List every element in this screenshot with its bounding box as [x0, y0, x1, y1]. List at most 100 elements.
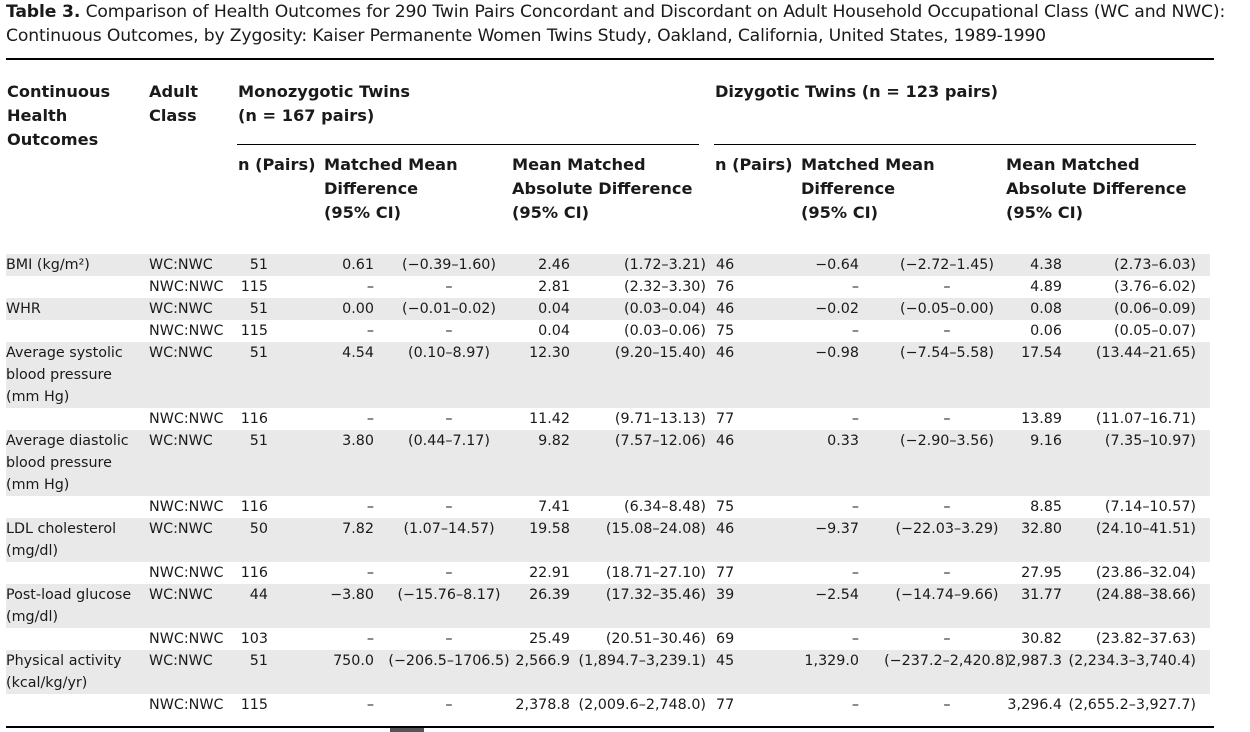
cell-mz-mmd-ci: –: [445, 411, 453, 427]
cell-mz-mmad: 2.46: [538, 257, 570, 273]
cell-outcome: Average systolic blood pressure (mm Hg): [6, 345, 123, 405]
header-mz-matched-mean-difference: Matched Mean Difference (95% CI): [324, 155, 458, 222]
cell-dz-mmad: 4.89: [1030, 279, 1062, 295]
cell-dz-mmad: 2,987.3: [1007, 653, 1062, 669]
cell-dz-n: 46: [716, 433, 735, 449]
caption-text: Comparison of Health Outcomes for 290 Tw…: [6, 2, 1226, 46]
header-outcome: Continuous Health Outcomes: [7, 82, 111, 149]
cell-mz-mmad: 0.04: [538, 323, 570, 339]
cell-mz-n: 115: [240, 323, 268, 339]
cell-dz-mmd-ci: (−2.72–1.45): [900, 257, 994, 273]
table-row: NWC:NWC 116 – – 22.91 (18.71–27.10) 77 – – 27.95 (…: [6, 562, 1210, 584]
cell-dz-mmad: 17.54: [1021, 345, 1062, 361]
cell-dz-mmd: –: [851, 499, 859, 515]
cell-dz-mmd: –: [851, 697, 859, 713]
cell-outcome: Physical activity (kcal/kg/yr): [6, 653, 122, 691]
cell-dz-mmd-ci: –: [943, 697, 951, 713]
cell-dz-mmd: –: [851, 631, 859, 647]
cell-mz-mmad-ci: (1.72–3.21): [624, 257, 706, 273]
cell-mz-mmd-ci: (1.07–14.57): [403, 521, 495, 537]
cell-dz-mmad: 0.08: [1030, 301, 1062, 317]
cell-mz-mmad-ci: (18.71–27.10): [605, 565, 706, 581]
cell-dz-mmad-ci: (13.44–21.65): [1095, 345, 1196, 361]
cell-dz-mmad: 31.77: [1021, 587, 1062, 603]
cell-dz-n: 46: [716, 301, 735, 317]
table-row: NWC:NWC 115 – – 2,378.8 (2,009.6–2,748.0) 77 – –…: [6, 694, 1210, 716]
cell-mz-mmad: 12.30: [529, 345, 570, 361]
cell-mz-mmad-ci: (0.03–0.04): [624, 301, 706, 317]
cell-dz-mmd: −2.54: [815, 587, 859, 603]
cell-mz-mmd: –: [366, 499, 374, 515]
cell-mz-mmd-ci: (−0.01–0.02): [402, 301, 496, 317]
table-row: Average systolic blood pressure (mm Hg) W…: [6, 342, 1210, 408]
table-caption: Table 3. Comparison of Health Outcomes f…: [6, 0, 1246, 48]
scroll-indicator: [390, 728, 424, 732]
cell-dz-n: 45: [716, 653, 735, 669]
cell-cls: NWC:NWC: [149, 499, 224, 515]
cell-dz-mmd-ci: (−14.74–9.66): [895, 587, 999, 603]
table-row: NWC:NWC 103 – – 25.49 (20.51–30.46) 69 – – 30.82 (…: [6, 628, 1210, 650]
cell-cls: NWC:NWC: [149, 565, 224, 581]
cell-mz-mmad-ci: (0.03–0.06): [624, 323, 706, 339]
cell-cls: NWC:NWC: [149, 279, 224, 295]
header-monozygotic: Monozygotic Twins (n = 167 pairs): [238, 82, 410, 125]
header-dz-matched-mean-difference: Matched Mean Difference (95% CI): [801, 155, 935, 222]
cell-mz-mmad: 2,378.8: [515, 697, 570, 713]
cell-dz-mmad-ci: (2,655.2–3,927.7): [1068, 697, 1196, 713]
cell-mz-mmad: 25.49: [529, 631, 570, 647]
cell-mz-mmad-ci: (20.51–30.46): [605, 631, 706, 647]
cell-dz-mmd: 1,329.0: [804, 653, 859, 669]
cell-mz-mmad: 0.04: [538, 301, 570, 317]
cell-dz-mmad-ci: (11.07–16.71): [1095, 411, 1196, 427]
cell-dz-mmad: 13.89: [1021, 411, 1062, 427]
cell-mz-mmad: 22.91: [529, 565, 570, 581]
cell-mz-mmd: –: [366, 279, 374, 295]
cell-cls: WC:NWC: [149, 257, 213, 273]
dz-group-rule: [714, 144, 1196, 146]
table-row: WHR WC:NWC 51 0.00 (−0.01–0.02) 0.04 (0.03–0.0…: [6, 298, 1210, 320]
cell-dz-mmd: −0.98: [815, 345, 859, 361]
cell-cls: NWC:NWC: [149, 323, 224, 339]
cell-mz-n: 116: [240, 499, 268, 515]
cell-cls: WC:NWC: [149, 653, 213, 669]
cell-mz-n: 116: [240, 411, 268, 427]
cell-mz-mmad: 9.82: [538, 433, 570, 449]
cell-dz-mmd: –: [851, 565, 859, 581]
table-row: Physical activity (kcal/kg/yr) WC:NWC 51 75…: [6, 650, 1210, 694]
cell-cls: WC:NWC: [149, 345, 213, 361]
cell-outcome: Average diastolic blood pressure (mm Hg): [6, 433, 129, 493]
cell-mz-n: 50: [249, 521, 268, 537]
cell-cls: WC:NWC: [149, 301, 213, 317]
cell-dz-mmad-ci: (7.35–10.97): [1104, 433, 1196, 449]
cell-mz-mmad-ci: (1,894.7–3,239.1): [578, 653, 706, 669]
cell-dz-n: 69: [716, 631, 735, 647]
cell-dz-mmd: –: [851, 411, 859, 427]
cell-mz-mmad-ci: (6.34–8.48): [624, 499, 706, 515]
header-mz-mean-matched-absolute-difference: Mean Matched Absolute Difference (95% CI…: [512, 155, 693, 222]
cell-dz-mmad-ci: (7.14–10.57): [1104, 499, 1196, 515]
cell-dz-mmd: −9.37: [815, 521, 859, 537]
cell-dz-mmd-ci: –: [943, 499, 951, 515]
table-row: NWC:NWC 115 – – 2.81 (2.32–3.30) 76 – – 4.89 (3.76…: [6, 276, 1210, 298]
cell-dz-mmad: 4.38: [1030, 257, 1062, 273]
cell-outcome: BMI (kg/m²): [6, 257, 90, 273]
header-dizygotic: Dizygotic Twins (n = 123 pairs): [715, 82, 999, 101]
cell-mz-mmd: –: [366, 631, 374, 647]
cell-outcome: Post-load glucose (mg/dl): [6, 587, 132, 625]
cell-dz-mmad: 32.80: [1021, 521, 1062, 537]
cell-dz-mmd-ci: (−22.03–3.29): [895, 521, 999, 537]
table-row: NWC:NWC 116 – – 7.41 (6.34–8.48) 75 – – 8.85 (7.14…: [6, 496, 1210, 518]
cell-cls: NWC:NWC: [149, 697, 224, 713]
cell-dz-n: 46: [716, 257, 735, 273]
cell-dz-mmad-ci: (0.05–0.07): [1114, 323, 1196, 339]
cell-cls: WC:NWC: [149, 587, 213, 603]
cell-dz-mmad-ci: (23.82–37.63): [1095, 631, 1196, 647]
cell-cls: NWC:NWC: [149, 631, 224, 647]
cell-mz-n: 116: [240, 565, 268, 581]
cell-dz-n: 76: [716, 279, 735, 295]
cell-dz-mmd-ci: (−237.2–2,420.8): [884, 653, 1010, 669]
cell-dz-n: 75: [716, 323, 735, 339]
cell-mz-n: 51: [249, 301, 268, 317]
cell-dz-mmad: 9.16: [1030, 433, 1062, 449]
table-row: BMI (kg/m²) WC:NWC 51 0.61 (−0.39–1.60) 2.46 (…: [6, 254, 1210, 276]
